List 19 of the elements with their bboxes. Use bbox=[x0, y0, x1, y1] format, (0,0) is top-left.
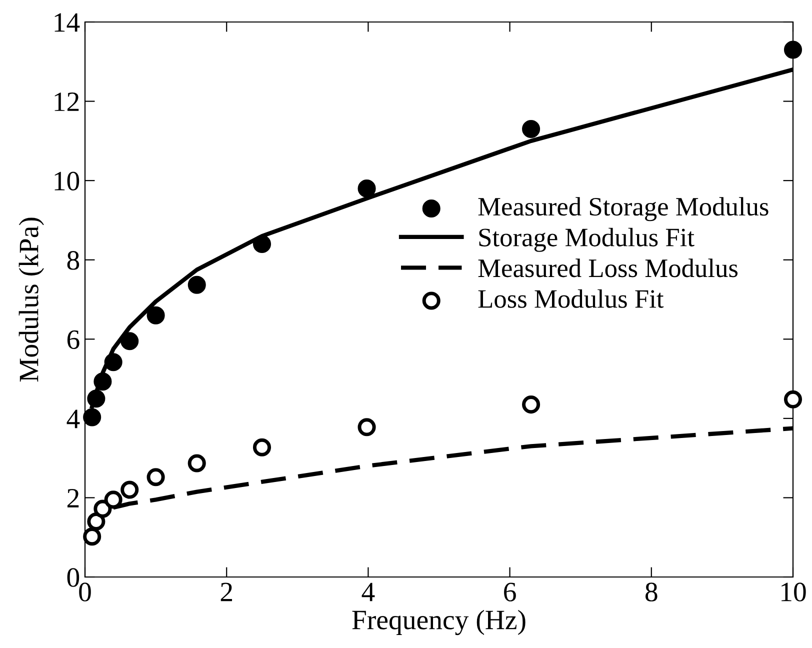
legend-label: Loss Modulus Fit bbox=[478, 289, 664, 308]
legend-label: Measured Storage Modulus bbox=[478, 197, 768, 222]
legend-label: Storage Modulus Fit bbox=[479, 228, 694, 252]
x-tick-label: 10 bbox=[782, 582, 806, 602]
y-tick-label: 12 bbox=[54, 92, 79, 111]
x-tick-label: 8 bbox=[646, 582, 658, 602]
x-tick-label: 4 bbox=[362, 582, 375, 602]
x-axis-title: Frequency (Hz) bbox=[352, 610, 526, 636]
x-tick-label: 2 bbox=[220, 582, 232, 602]
y-tick-label: 6 bbox=[67, 330, 80, 350]
y-tick-label: 0 bbox=[67, 568, 80, 587]
y-tick-label: 4 bbox=[66, 410, 80, 428]
y-tick-label: 8 bbox=[67, 251, 80, 270]
y-tick-label: 10 bbox=[54, 172, 80, 190]
y-tick-label: 2 bbox=[67, 488, 79, 508]
y-axis-title: Modulus (kPa) bbox=[18, 218, 44, 382]
y-tick-label: 14 bbox=[54, 13, 80, 32]
legend-label: Measured Loss Modulus bbox=[478, 258, 738, 278]
x-tick-label: 6 bbox=[504, 582, 516, 602]
